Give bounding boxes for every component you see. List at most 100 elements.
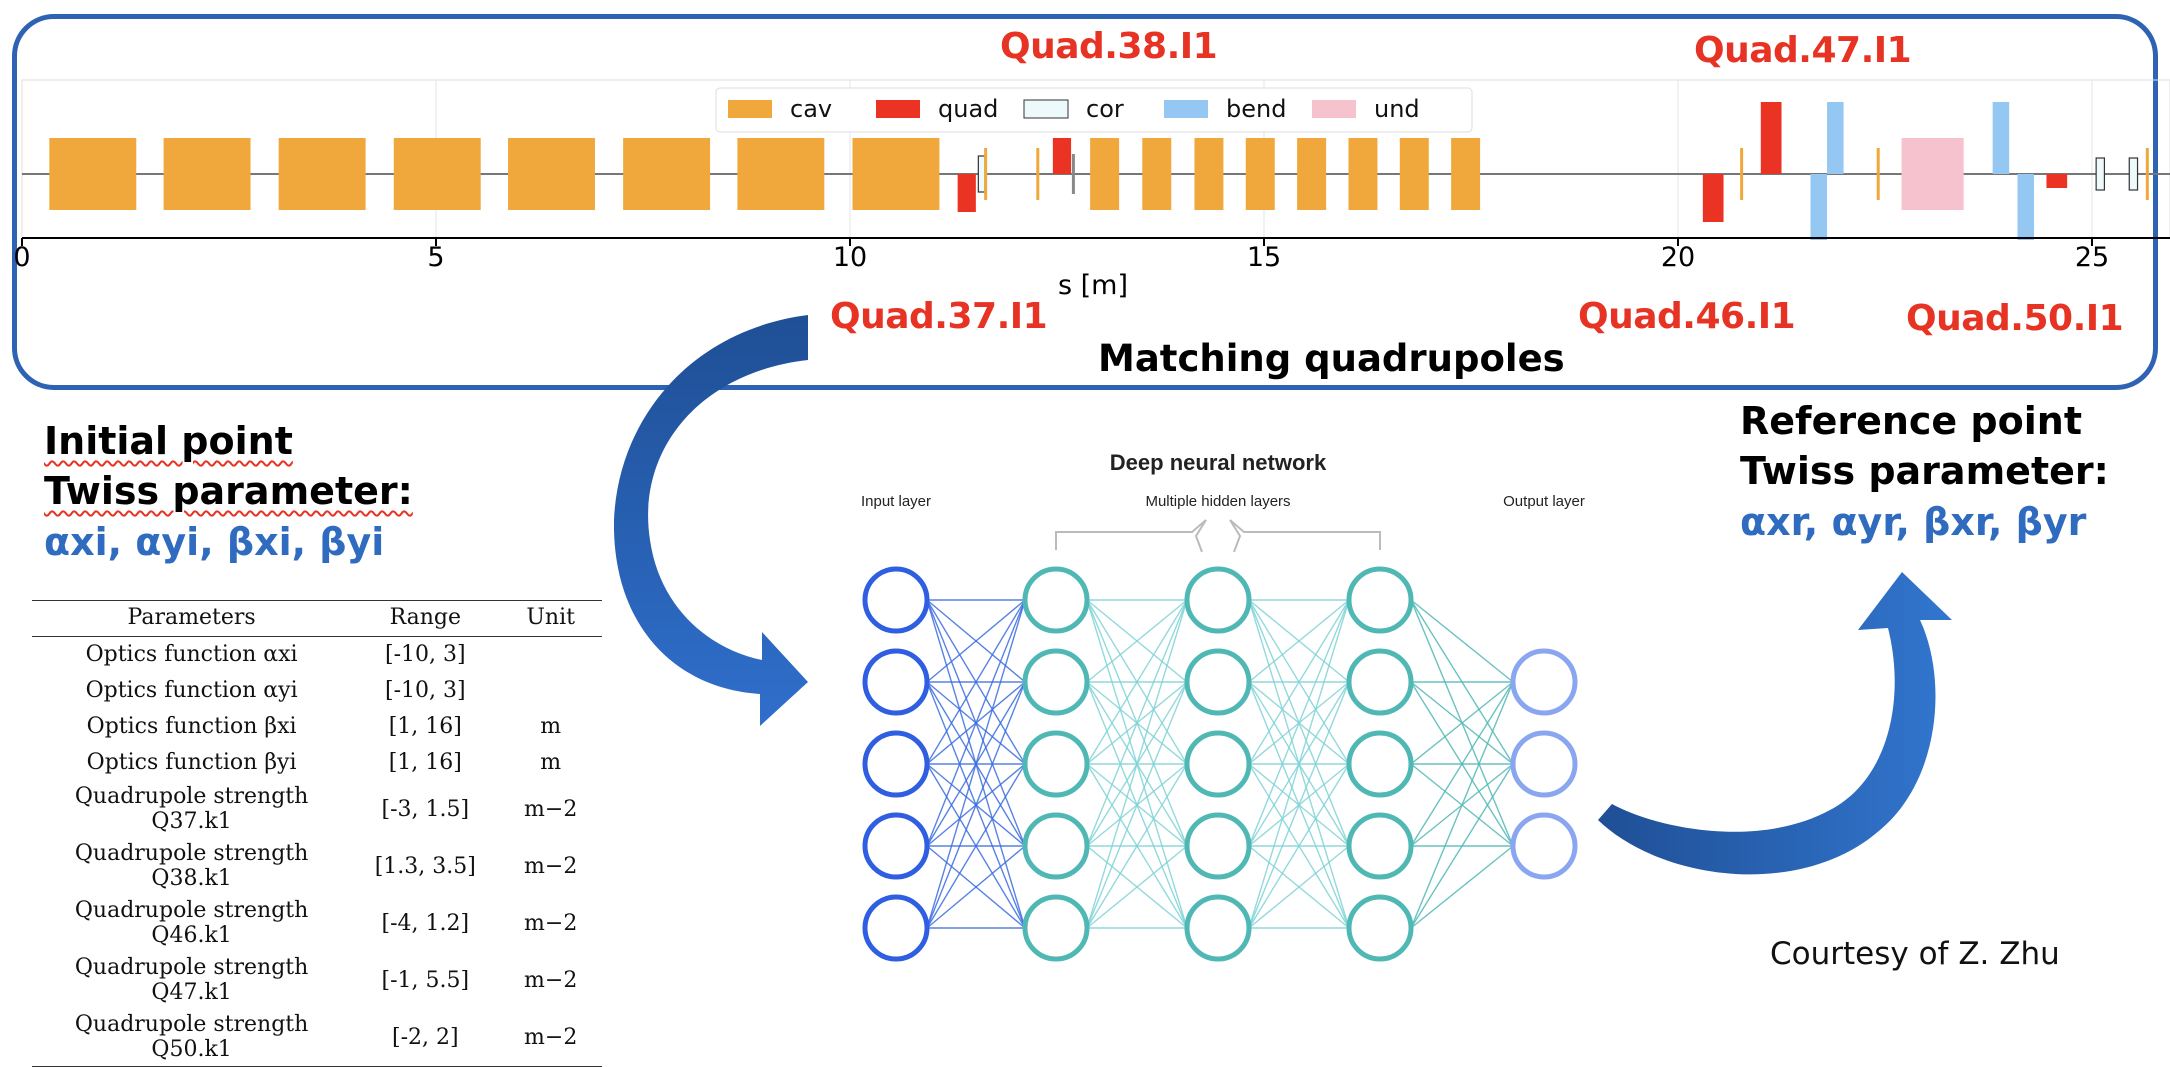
nn-edge	[926, 681, 1026, 929]
nn-node	[1022, 566, 1090, 634]
param-name: Quadrupole strength Q38.k1	[74, 841, 309, 891]
x-axis-label: s [m]	[1058, 270, 1128, 301]
cor-element	[2128, 157, 2139, 191]
nn-node	[1184, 812, 1252, 880]
nn-node	[862, 648, 930, 716]
cav-element	[1142, 138, 1172, 210]
flow-arrows	[613, 315, 1952, 875]
nn-edge	[1086, 599, 1188, 765]
und-element	[1901, 138, 1964, 210]
nn-edge	[1248, 599, 1350, 929]
param-name: Quadrupole strength Q50.k1	[32, 1009, 352, 1067]
legend-label-cav: cav	[790, 95, 832, 123]
legend: cav quad cor bend und	[715, 87, 1473, 133]
marker-element	[1036, 148, 1040, 200]
cav-element	[1245, 138, 1275, 210]
param-range: [1, 16]	[388, 714, 462, 739]
x-ticks: 0 5 10 15 20 25	[13, 238, 2109, 273]
bend-element	[2017, 174, 2035, 240]
legend-swatch-und	[1312, 100, 1356, 118]
quad-37-label: Quad.37.I1	[830, 296, 1048, 337]
param-unit	[499, 673, 602, 709]
nn-edge	[1410, 763, 1514, 929]
table-row: Quadrupole strength Q46.k1 [-4, 1.2] m−2	[32, 895, 602, 952]
initial-point-title: Initial point	[44, 419, 293, 463]
x-tick-label: 0	[13, 242, 30, 273]
nn-edge	[1248, 599, 1350, 765]
table-row: Optics function βxi [1, 16] m	[32, 709, 602, 745]
cav-element	[1399, 138, 1429, 210]
nn-node	[862, 812, 930, 880]
nn-node	[1346, 648, 1414, 716]
nn-edge	[1248, 845, 1350, 929]
x-tick-label: 20	[1661, 242, 1695, 273]
cav-element	[163, 138, 251, 210]
x-tick-label: 5	[427, 242, 444, 273]
marker-element	[1876, 148, 1880, 200]
bend-element	[1827, 102, 1844, 174]
nn-node	[1346, 894, 1414, 962]
table-row: Optics function βyi [1, 16] m	[32, 745, 602, 781]
lattice-elements	[49, 102, 2149, 240]
nn-node	[862, 730, 930, 798]
hidden-bracket-left	[1055, 519, 1207, 553]
nn-node	[1022, 894, 1090, 962]
nn-edge	[1086, 599, 1188, 929]
cav-element	[49, 138, 137, 210]
marker-element	[984, 148, 988, 200]
nn-edge	[1410, 681, 1514, 929]
lattice-plot: 0 5 10 15 20 25 s [m] cav quad cor bend und	[13, 79, 2170, 301]
nn-node	[1346, 812, 1414, 880]
nn-edge	[926, 599, 1026, 847]
lattice-frame	[12, 14, 2158, 390]
quad-47-label: Quad.47.I1	[1694, 30, 1912, 71]
arrow-to-network	[613, 315, 808, 726]
cav-element	[1348, 138, 1378, 210]
param-range: [-10, 3]	[385, 678, 466, 703]
cav-element	[1090, 138, 1120, 210]
cor-element	[2095, 157, 2106, 191]
nn-node	[1022, 812, 1090, 880]
nn-edge	[1086, 763, 1188, 929]
legend-label-quad: quad	[938, 95, 998, 123]
legend-label-und: und	[1374, 95, 1420, 123]
nn-title: Deep neural network	[1110, 450, 1327, 475]
nn-edge	[926, 763, 1026, 929]
nn-node	[1184, 566, 1252, 634]
param-range: [-2, 2]	[351, 1009, 500, 1067]
nn-input-label: Input layer	[861, 493, 931, 510]
nn-output-label: Output layer	[1503, 493, 1585, 510]
x-tick-label: 25	[2075, 242, 2109, 273]
nn-edge	[1248, 599, 1350, 683]
param-range: [1, 16]	[388, 750, 462, 775]
initial-twiss-title: Twiss parameter:	[44, 469, 413, 513]
nn-node	[1022, 730, 1090, 798]
neural-network: Deep neural network Input layer Multiple…	[861, 450, 1585, 962]
header-range: Range	[351, 600, 500, 637]
quad-element	[2046, 174, 2068, 188]
table-row: Optics function αyi [-10, 3]	[32, 673, 602, 709]
nn-edge	[1410, 599, 1514, 683]
cav-element	[623, 138, 711, 210]
nn-node	[862, 566, 930, 634]
param-unit	[499, 637, 602, 674]
legend-label-cor: cor	[1086, 95, 1124, 123]
nn-node	[862, 894, 930, 962]
param-range: [-3, 1.5]	[381, 796, 470, 822]
param-range: [-1, 5.5]	[381, 967, 470, 993]
legend-swatch-cor	[1023, 99, 1069, 119]
nn-edge	[926, 845, 1026, 929]
bend-element	[1810, 174, 1828, 240]
nn-node	[1346, 566, 1414, 634]
arrow-to-reference	[1598, 572, 1952, 875]
nn-edge	[1086, 845, 1188, 929]
reference-point-title: Reference point	[1740, 399, 2082, 443]
param-unit: m−2	[524, 910, 578, 936]
param-name: Optics function αyi	[85, 678, 298, 703]
legend-swatch-quad	[876, 100, 920, 118]
nn-edge	[1086, 681, 1188, 929]
param-name: Quadrupole strength Q47.k1	[74, 955, 309, 1005]
legend-box	[715, 87, 1473, 133]
x-tick-label: 15	[1247, 242, 1281, 273]
parameter-table: Parameters Range Unit Optics function αx…	[32, 600, 602, 1067]
